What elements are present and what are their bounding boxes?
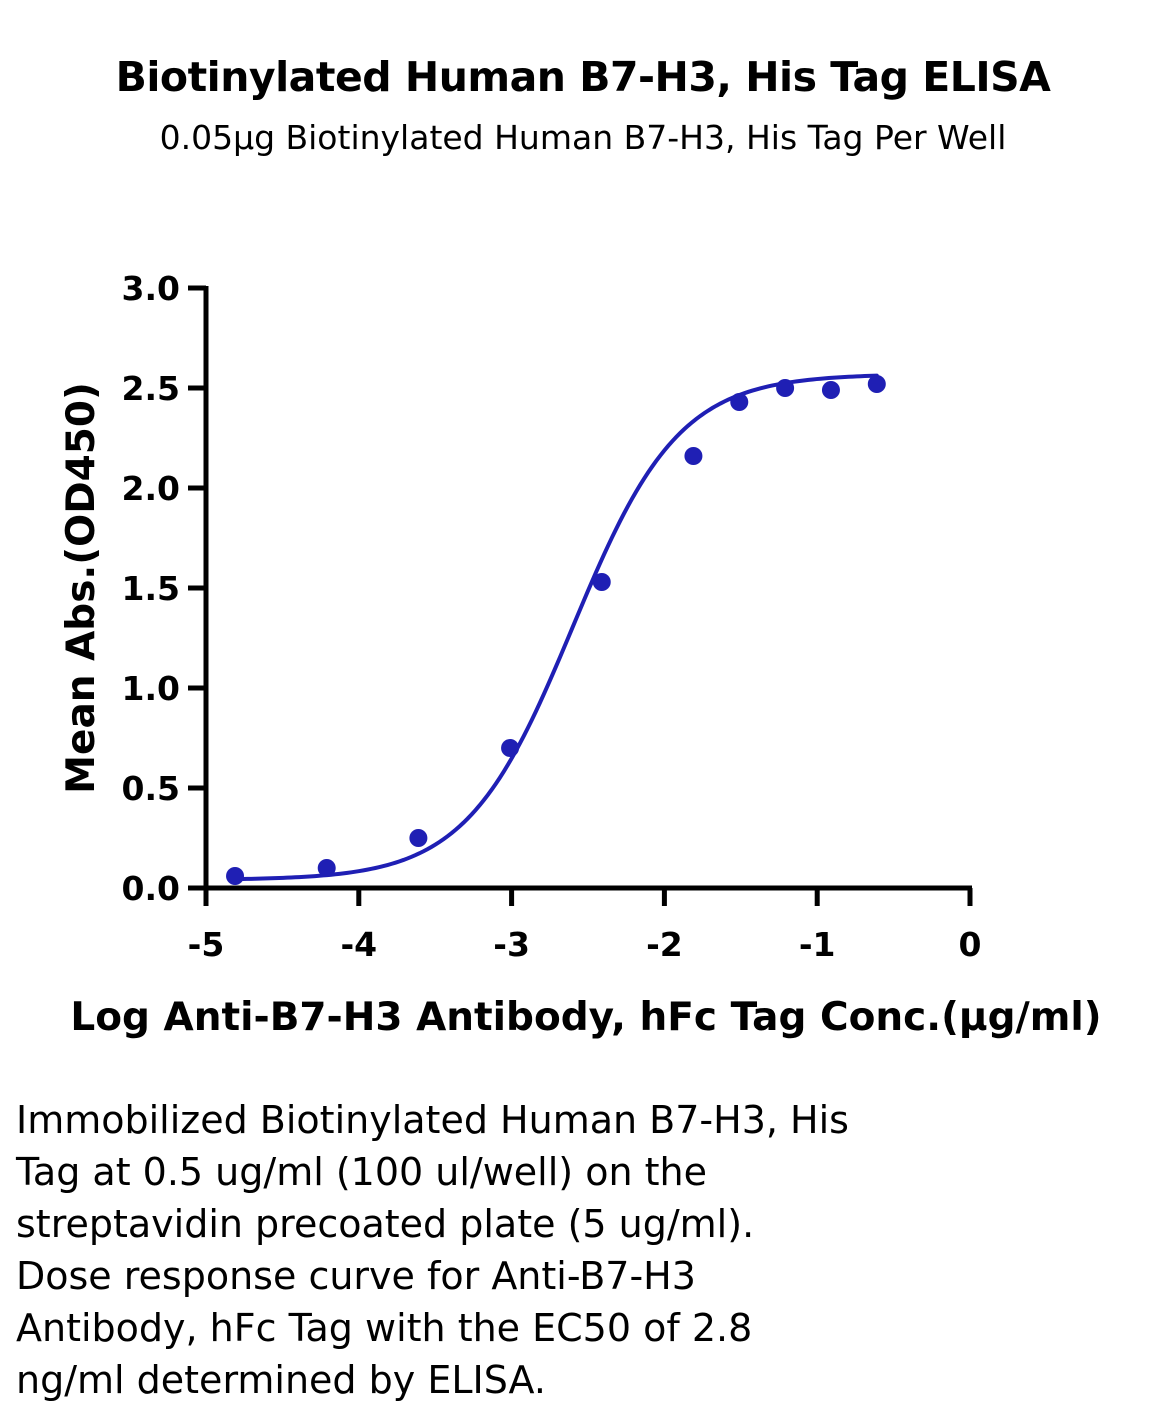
data-point	[730, 393, 749, 411]
data-point	[317, 859, 336, 877]
x-tick-label: -3	[493, 925, 530, 964]
axes: 0.0 0.5 1.0 1.5 2.0 2.5 3.0 -5 -4 -3 -2 -1 0	[122, 269, 982, 964]
data-point	[226, 867, 245, 885]
y-tick-label: 2.5	[122, 369, 180, 408]
x-tick-label: -4	[340, 925, 377, 964]
chart-plot: 0.0 0.5 1.0 1.5 2.0 2.5 3.0 -5 -4 -3 -2 -1 0 Log Ant…	[59, 269, 1102, 1040]
y-tick-label: 3.0	[122, 269, 180, 308]
caption-line: Tag at 0.5 ug/ml (100 ul/well) on the	[16, 1150, 707, 1194]
y-axis-label: Mean Abs.(OD450)	[59, 382, 104, 794]
figure-caption: Immobilized Biotinylated Human B7-H3, Hi…	[16, 1094, 1146, 1406]
data-point	[592, 573, 611, 591]
data-point	[867, 375, 886, 393]
x-tick-label: -1	[799, 925, 836, 964]
data-point	[776, 379, 795, 397]
y-tick-label: 1.0	[122, 669, 180, 708]
data-point	[821, 381, 840, 399]
fit-curve-layer	[233, 373, 879, 882]
chart-title: Biotinylated Human B7-H3, His Tag ELISA	[115, 53, 1051, 101]
caption-line: Antibody, hFc Tag with the EC50 of 2.8	[16, 1306, 753, 1350]
data-points-layer	[226, 375, 886, 885]
x-tick-label: 0	[959, 925, 982, 964]
caption-line: streptavidin precoated plate (5 ug/ml).	[16, 1202, 755, 1246]
data-point	[501, 739, 520, 757]
caption-line: Immobilized Biotinylated Human B7-H3, Hi…	[16, 1098, 849, 1142]
y-tick-label: 0.0	[122, 869, 180, 908]
chart-subtitle: 0.05μg Biotinylated Human B7-H3, His Tag…	[159, 118, 1007, 157]
axis-labels-layer: Log Anti-B7-H3 Antibody, hFc Tag Conc.(μ…	[59, 382, 1102, 1040]
y-tick-label: 1.5	[122, 569, 180, 608]
x-axis-label: Log Anti-B7-H3 Antibody, hFc Tag Conc.(μ…	[70, 995, 1101, 1040]
data-point	[684, 447, 703, 465]
caption-line: ng/ml determined by ELISA.	[16, 1358, 546, 1402]
fit-curve	[233, 373, 879, 882]
x-tick-label: -2	[646, 925, 683, 964]
y-tick-label: 2.0	[122, 469, 180, 508]
data-point	[409, 829, 428, 847]
caption-line: Dose response curve for Anti-B7-H3	[16, 1254, 696, 1298]
y-tick-label: 0.5	[122, 769, 180, 808]
x-tick-label: -5	[188, 925, 225, 964]
